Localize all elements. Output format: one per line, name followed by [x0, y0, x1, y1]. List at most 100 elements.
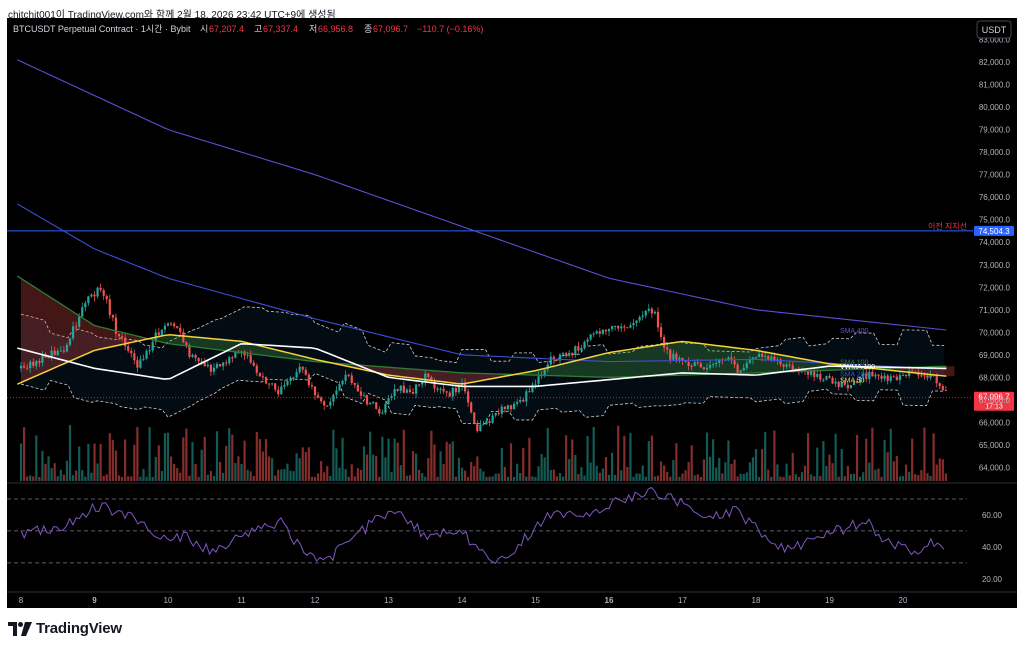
candle-body — [375, 402, 378, 409]
candle-body — [663, 337, 666, 348]
volume-bar — [598, 472, 601, 481]
cloud-segment — [616, 350, 624, 378]
volume-bar — [519, 473, 522, 481]
volume-bar — [620, 470, 623, 481]
volume-bar — [117, 475, 121, 481]
candle-body — [782, 364, 785, 367]
volume-bar — [163, 433, 167, 481]
volume-bar — [408, 475, 412, 481]
volume-bar — [641, 465, 644, 481]
volume-bar — [301, 447, 304, 481]
candle-body — [868, 371, 871, 379]
currency-button[interactable]: USDT — [976, 20, 1012, 39]
volume-bar — [365, 454, 369, 481]
candle-body — [378, 408, 381, 414]
volume-bar — [525, 476, 528, 481]
chart-frame[interactable]: SMA 400 SMA 100 VWMA 100 SMA 200 SMA 50 67,09… — [7, 18, 1017, 608]
volume-bar — [457, 457, 461, 481]
candle-body — [261, 376, 265, 378]
volume-bar — [142, 468, 145, 481]
volume-bar — [372, 454, 375, 481]
candle-body — [656, 311, 660, 328]
candle-body — [926, 375, 929, 378]
candle-body — [424, 373, 427, 382]
candle-body — [326, 405, 329, 407]
candle-body — [203, 361, 206, 367]
candle-body — [901, 374, 905, 376]
time-tick-label: 13 — [384, 596, 393, 605]
volume-bar — [298, 458, 301, 481]
rsi-panel: 60.00 40.00 20.00 — [7, 486, 1003, 584]
rsi-line — [20, 486, 945, 564]
volume-bar — [194, 463, 197, 481]
cloud-segment — [395, 367, 404, 377]
volume-bar — [825, 465, 828, 481]
volume-bar — [396, 442, 399, 481]
volume-bar — [791, 452, 794, 481]
volume-bar — [785, 463, 788, 481]
cloud-segment — [263, 346, 271, 357]
candle-body — [476, 423, 479, 432]
volume-bar — [672, 460, 675, 481]
volume-bar — [108, 433, 111, 481]
volume-bar — [730, 463, 733, 481]
volume-bar — [350, 464, 353, 481]
candle-body — [935, 375, 938, 384]
candle-body — [169, 323, 173, 325]
candle-body — [561, 353, 565, 355]
volume-bar — [696, 474, 699, 481]
candle-body — [384, 403, 387, 413]
candle-body — [105, 295, 108, 300]
volume-bar — [424, 476, 427, 481]
cloud-segment — [638, 346, 646, 377]
volume-bar — [338, 467, 341, 481]
candle-body — [280, 386, 283, 395]
volume-bar — [935, 464, 938, 481]
candle-body — [589, 334, 592, 340]
candle-body — [442, 388, 445, 392]
volume-bar — [26, 476, 29, 481]
tradingview-logo[interactable]: TradingView — [8, 620, 122, 637]
cloud-segment — [741, 348, 749, 374]
volume-bar — [880, 476, 883, 481]
candle-body — [491, 415, 494, 423]
volume-bar — [393, 438, 396, 481]
moving-averages — [16, 59, 947, 388]
volume-bar — [757, 476, 761, 481]
volume-bar — [169, 456, 173, 481]
volume-bar — [831, 463, 834, 481]
cloud-segment — [623, 349, 632, 377]
candle-body — [537, 376, 540, 384]
volume-bar — [571, 439, 574, 481]
volume-bar — [883, 440, 886, 481]
volume-bar — [310, 476, 314, 481]
volume-bar — [32, 476, 35, 481]
volume-bar — [727, 440, 730, 481]
candle-body — [761, 353, 764, 357]
volume-bar — [589, 462, 592, 481]
cloud-segment — [579, 358, 587, 377]
volume-bar — [855, 434, 859, 481]
candle-body — [531, 384, 534, 393]
time-tick-label: 15 — [531, 596, 540, 605]
volume-bar — [133, 444, 136, 481]
candle-body — [494, 412, 497, 416]
candle-body — [467, 391, 470, 403]
candle-body — [650, 308, 653, 314]
volume-bar — [623, 435, 626, 481]
volume-bar — [185, 428, 188, 481]
volume-bar — [105, 474, 108, 481]
candle-body — [580, 347, 583, 351]
candle-body — [880, 375, 883, 379]
candle-body — [188, 344, 191, 357]
cloud-segment — [947, 366, 955, 377]
volume-bar — [840, 448, 843, 481]
candle-body — [730, 357, 733, 361]
volume-bar — [681, 473, 684, 481]
candle-body — [310, 385, 314, 387]
volume-bar — [78, 446, 81, 481]
volume-bar — [148, 427, 151, 481]
candle-body — [871, 371, 874, 377]
volume-bar — [418, 469, 421, 481]
